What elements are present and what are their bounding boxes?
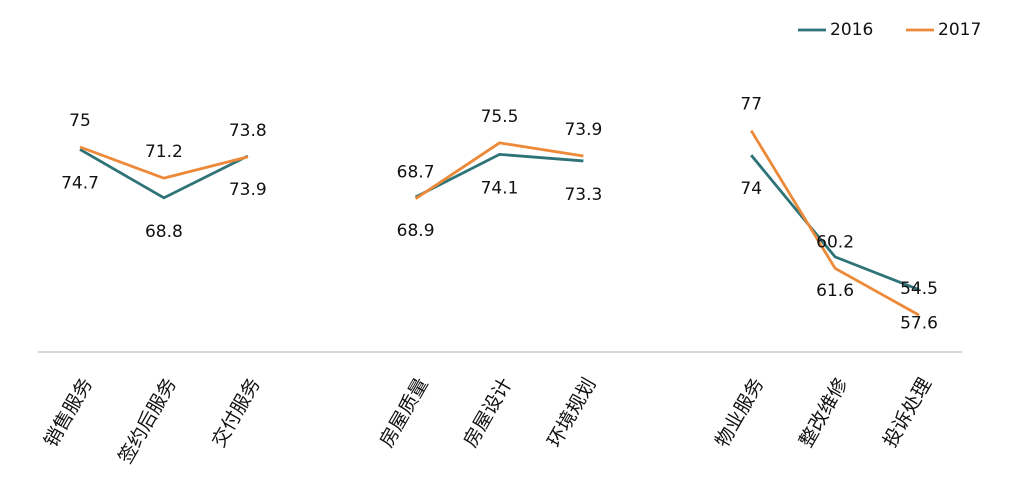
legend-label: 2016 xyxy=(830,20,873,40)
data-label: 60.2 xyxy=(816,232,854,252)
data-label: 73.8 xyxy=(229,121,267,141)
x-tick-label: 交付服务 xyxy=(208,374,265,451)
data-label: 74 xyxy=(740,179,762,199)
data-label: 73.3 xyxy=(564,185,602,205)
data-label: 75 xyxy=(69,111,91,131)
x-tick-label: 投诉处理 xyxy=(879,374,936,451)
data-label: 71.2 xyxy=(145,142,183,162)
data-label: 57.6 xyxy=(900,314,938,334)
x-tick-label: 整改维修 xyxy=(795,374,852,451)
data-label: 54.5 xyxy=(900,279,938,299)
data-label: 68.7 xyxy=(397,163,435,183)
data-label: 77 xyxy=(740,95,762,115)
x-tick-label: 签约后服务 xyxy=(114,374,181,467)
x-tick-label: 销售服务 xyxy=(40,374,97,451)
x-tick-label: 房屋质量 xyxy=(376,374,433,451)
data-label: 75.5 xyxy=(481,107,519,127)
data-label: 61.6 xyxy=(816,281,854,301)
x-tick-label: 环境规划 xyxy=(543,374,600,451)
series-line xyxy=(79,129,920,317)
data-label: 74.7 xyxy=(61,173,99,193)
legend-label: 2017 xyxy=(938,20,981,40)
series-line xyxy=(79,148,920,291)
data-label: 73.9 xyxy=(229,180,267,200)
data-label: 74.1 xyxy=(481,178,519,198)
data-label: 68.8 xyxy=(145,222,183,242)
x-tick-label: 物业服务 xyxy=(711,374,768,451)
data-label: 68.9 xyxy=(397,221,435,241)
x-tick-label: 房屋设计 xyxy=(460,374,517,451)
data-label: 73.9 xyxy=(564,120,602,140)
